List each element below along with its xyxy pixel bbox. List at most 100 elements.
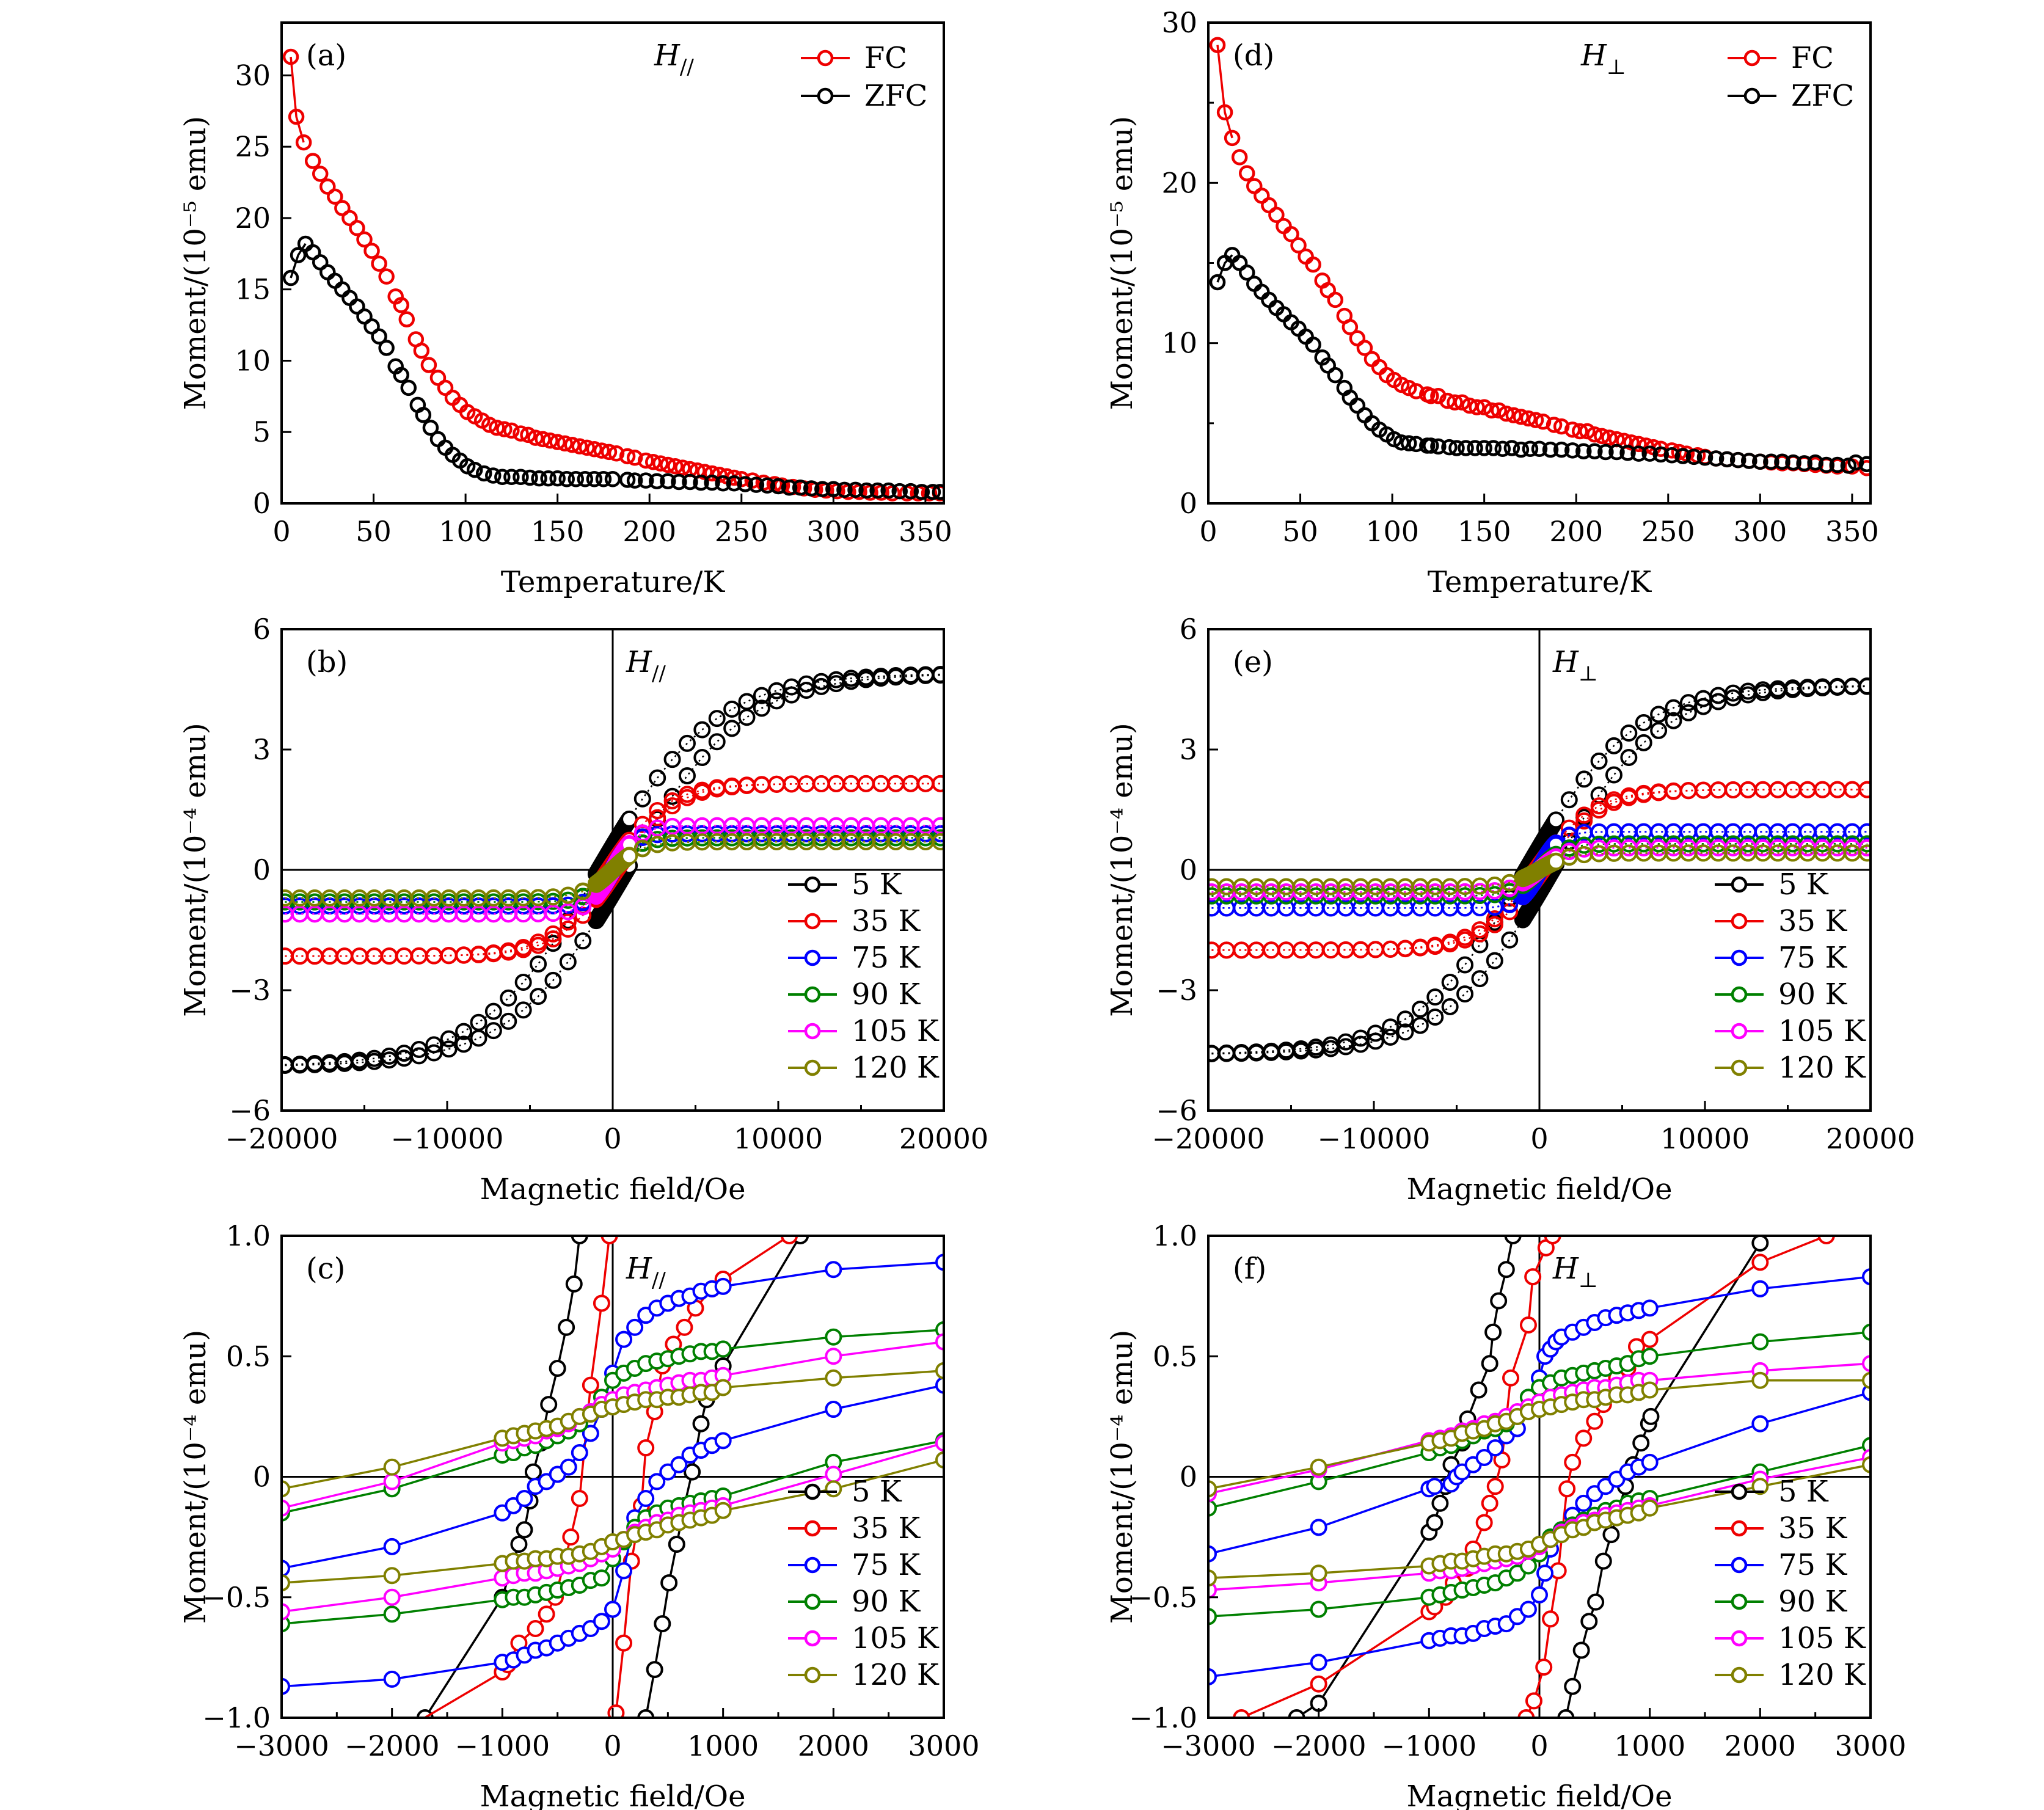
data-point <box>1814 781 1831 798</box>
data-point <box>935 1253 944 1271</box>
data-point <box>935 1451 944 1469</box>
y-tick-label: −3 <box>229 974 271 1007</box>
data-point <box>327 272 343 289</box>
legend: FC ZFC <box>801 41 927 113</box>
data-point <box>1641 1453 1659 1471</box>
data-point <box>1504 1236 1522 1244</box>
data-point <box>1829 456 1846 473</box>
x-tick-label: 0 <box>604 1729 621 1762</box>
legend-label: 105 K <box>1778 1014 1866 1048</box>
y-tick-label: 1.0 <box>1153 1219 1197 1252</box>
data-point <box>282 1615 290 1633</box>
data-point <box>363 243 380 259</box>
x-tick-label: −2000 <box>1271 1729 1367 1762</box>
legend-item: 90 K <box>1715 977 1847 1012</box>
data-point <box>1208 1581 1217 1599</box>
data-point <box>825 1480 842 1498</box>
data-point <box>626 450 643 466</box>
data-point <box>1310 1519 1327 1536</box>
data-point <box>1393 434 1410 451</box>
data-point <box>1233 941 1250 959</box>
data-point <box>1579 423 1596 440</box>
data-point <box>574 932 592 950</box>
data-point <box>1224 130 1241 147</box>
data-point <box>494 469 511 486</box>
data-point <box>1564 442 1581 459</box>
data-point <box>738 693 756 710</box>
data-point <box>1774 453 1790 470</box>
y-tick-label: 6 <box>1180 613 1197 646</box>
data-point <box>1217 1045 1235 1062</box>
data-point <box>306 947 324 965</box>
data-point <box>753 687 770 704</box>
data-point <box>648 1473 666 1491</box>
data-point <box>1431 1494 1449 1512</box>
data-point <box>1522 440 1539 458</box>
data-point <box>1858 844 1871 862</box>
data-point <box>503 422 520 439</box>
data-point <box>1367 1032 1384 1050</box>
legend-label: 35 K <box>852 1511 921 1545</box>
data-point <box>1483 402 1500 419</box>
data-point <box>1367 941 1384 958</box>
series-zfc <box>282 235 944 500</box>
data-point <box>626 1318 644 1336</box>
data-point <box>1594 1552 1612 1570</box>
legend-item: 75 K <box>788 941 921 975</box>
data-point <box>1501 896 1519 913</box>
data-point <box>383 1605 401 1623</box>
data-point <box>668 1535 685 1553</box>
plot-area <box>282 1236 944 1718</box>
data-point <box>783 686 800 704</box>
data-point <box>1553 441 1570 458</box>
data-point <box>1858 823 1871 841</box>
data-point <box>1327 291 1344 308</box>
legend-marker <box>1731 913 1748 930</box>
data-point <box>1641 1299 1659 1317</box>
data-point <box>1486 1439 1504 1457</box>
data-point <box>768 775 786 793</box>
data-point <box>455 946 473 964</box>
plot-frame <box>280 21 945 505</box>
data-point <box>1858 839 1871 856</box>
data-point <box>1310 1675 1327 1693</box>
data-point <box>1862 1384 1871 1401</box>
data-point <box>759 477 776 494</box>
x-tick-label: −10000 <box>391 1122 504 1155</box>
legend-marker <box>1731 876 1748 893</box>
legend-item: 35 K <box>788 904 921 938</box>
data-point <box>1430 438 1447 455</box>
data-point <box>571 1236 588 1244</box>
data-point <box>514 973 532 991</box>
data-point <box>1531 440 1548 458</box>
data-point <box>1571 423 1588 440</box>
x-tick-label: 50 <box>1282 515 1318 548</box>
data-point <box>1546 417 1563 433</box>
data-point <box>649 809 666 827</box>
data-point <box>1641 445 1658 462</box>
data-point <box>1233 1045 1250 1062</box>
field-symbol: H <box>1552 645 1579 679</box>
data-point <box>935 1321 944 1338</box>
x-tick-label: 20000 <box>899 1122 988 1155</box>
data-point <box>1519 1600 1537 1618</box>
data-point <box>704 465 720 482</box>
data-point <box>1862 1456 1871 1473</box>
data-point <box>544 930 562 948</box>
data-point <box>1517 1709 1535 1718</box>
data-point <box>714 1340 732 1358</box>
data-point <box>1605 766 1622 784</box>
legend-item: 35 K <box>1715 904 1847 938</box>
legend-label: 75 K <box>1778 941 1847 975</box>
legend-label: 90 K <box>1778 1585 1847 1619</box>
legend-marker <box>804 913 821 930</box>
data-point <box>693 721 711 739</box>
data-point <box>1498 405 1515 422</box>
data-point <box>1763 453 1779 470</box>
data-point <box>349 220 365 236</box>
data-point <box>663 751 681 768</box>
data-point <box>615 1330 633 1348</box>
legend-label: 90 K <box>1778 977 1847 1012</box>
data-point <box>513 469 529 486</box>
